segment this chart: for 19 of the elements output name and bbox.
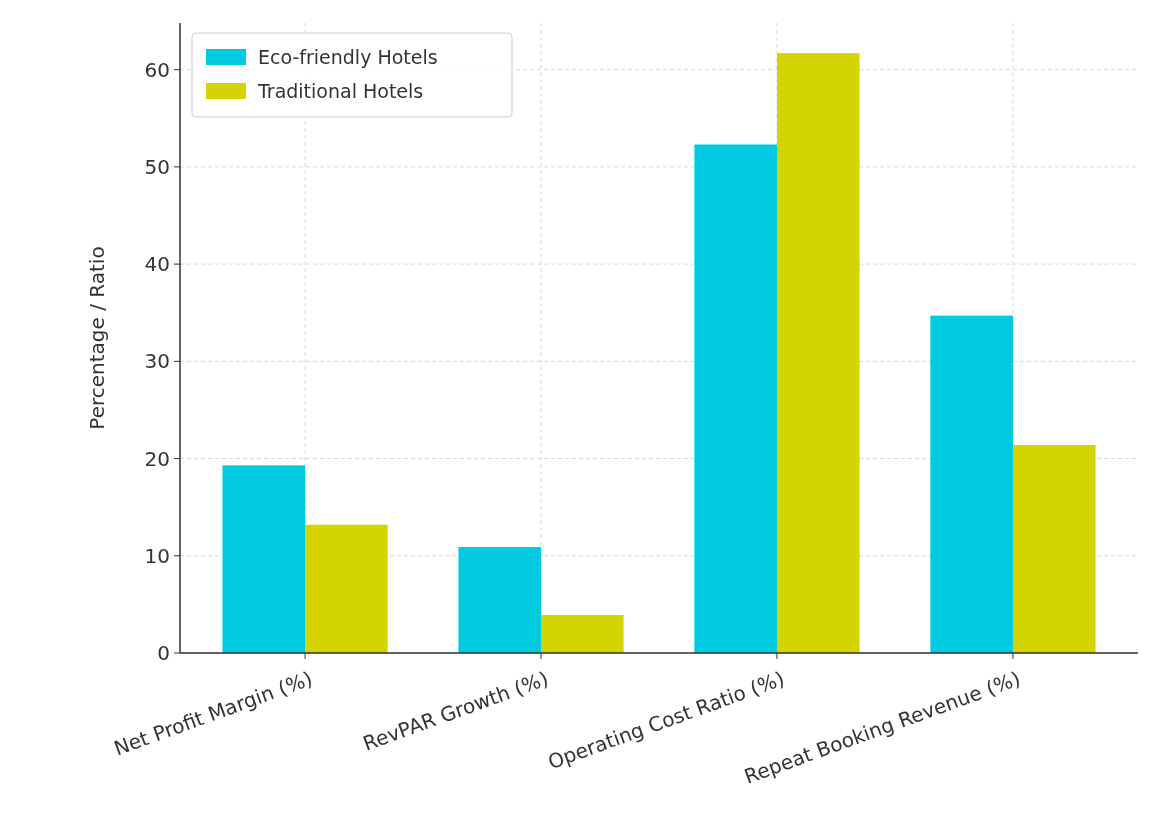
bar: [458, 547, 542, 653]
y-tick-label: 30: [144, 349, 170, 374]
bar: [541, 615, 624, 653]
bar: [1012, 444, 1096, 653]
y-tick-label: 0: [157, 641, 170, 665]
y-tick-label: 20: [144, 446, 170, 471]
legend-label: Eco-friendly Hotels: [258, 45, 438, 68]
y-tick-label: 40: [144, 252, 170, 277]
y-tick-label: 60: [144, 57, 170, 82]
bar: [776, 53, 860, 653]
x-tick-label: Net Profit Margin (%): [110, 666, 316, 761]
y-axis-title: Percentage / Ratio: [85, 246, 109, 430]
bar: [930, 315, 1013, 653]
bar: [222, 465, 306, 653]
bar: [694, 144, 777, 653]
y-tick-label: 50: [144, 154, 170, 179]
bar: [305, 524, 388, 653]
y-tick-label: 10: [144, 543, 170, 568]
legend-label: Traditional Hotels: [257, 79, 424, 102]
